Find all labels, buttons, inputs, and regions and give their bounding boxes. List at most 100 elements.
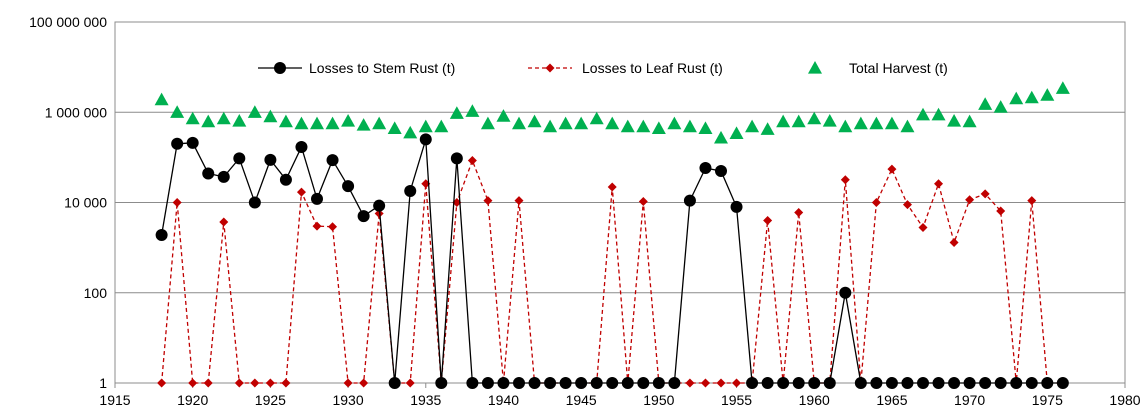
data-point — [682, 119, 697, 133]
data-point — [217, 170, 230, 183]
data-point — [1040, 88, 1055, 101]
data-point — [1027, 196, 1037, 206]
data-point — [683, 194, 696, 207]
data-point — [854, 377, 867, 389]
data-point — [685, 378, 695, 388]
data-point — [900, 119, 915, 133]
data-point — [947, 113, 962, 127]
legend-marker — [274, 62, 286, 74]
data-point — [480, 116, 495, 130]
data-point — [949, 237, 959, 247]
data-point — [311, 192, 323, 205]
data-point — [839, 286, 852, 299]
data-point — [172, 198, 182, 207]
data-point — [449, 106, 464, 119]
data-point — [514, 196, 524, 206]
data-point — [932, 377, 945, 389]
x-tick-label: 1950 — [643, 392, 674, 408]
data-point — [980, 189, 990, 199]
data-point — [605, 116, 620, 130]
data-point — [513, 377, 525, 389]
data-point — [838, 119, 853, 133]
legend-label: Losses to Stem Rust (t) — [309, 60, 455, 76]
data-point — [1024, 90, 1039, 104]
data-point — [638, 197, 648, 207]
legend-item: Total Harvest (t) — [808, 60, 948, 76]
x-tick-label: 1955 — [721, 392, 752, 408]
data-point — [1009, 91, 1024, 105]
data-point — [948, 377, 961, 389]
data-point — [326, 154, 339, 167]
legend-marker — [545, 63, 555, 73]
data-point — [760, 122, 775, 135]
data-point — [931, 107, 946, 121]
data-point — [186, 136, 199, 149]
data-point — [902, 200, 912, 210]
data-point — [219, 217, 229, 227]
data-point — [419, 133, 432, 146]
data-point — [435, 377, 448, 389]
data-point — [993, 100, 1008, 113]
data-point — [667, 116, 682, 130]
x-tick-label: 1915 — [99, 392, 130, 408]
data-point — [296, 187, 306, 197]
data-point — [265, 378, 275, 388]
data-point — [885, 377, 898, 389]
data-point — [979, 377, 992, 389]
data-point — [776, 114, 791, 128]
data-point — [512, 116, 526, 130]
data-point — [312, 221, 322, 231]
data-point — [310, 116, 324, 130]
legend-item: Losses to Leaf Rust (t) — [528, 60, 723, 76]
x-tick-label: 1920 — [177, 392, 208, 408]
data-point — [853, 116, 868, 130]
data-point — [746, 377, 759, 389]
legend: Losses to Stem Rust (t) Losses to Leaf Ru… — [258, 60, 948, 76]
data-point — [388, 377, 401, 389]
data-point — [450, 152, 463, 165]
data-point — [496, 109, 511, 122]
data-point — [465, 104, 480, 117]
data-point — [1055, 81, 1070, 94]
data-point — [234, 378, 244, 388]
data-point — [822, 113, 837, 127]
data-point — [404, 184, 417, 197]
data-point — [527, 114, 542, 128]
data-point — [294, 116, 309, 130]
x-tick-label: 1960 — [799, 392, 830, 408]
data-point — [403, 125, 418, 139]
data-point — [730, 200, 743, 213]
data-point — [869, 116, 884, 130]
data-point — [250, 378, 260, 388]
data-point — [405, 378, 415, 388]
data-point — [715, 164, 727, 177]
data-point — [559, 377, 572, 389]
data-point — [917, 377, 929, 389]
data-point — [637, 377, 650, 389]
x-tick-label: 1970 — [954, 392, 985, 408]
x-tick-label: 1980 — [1109, 392, 1140, 408]
data-point — [201, 114, 216, 128]
data-point — [434, 119, 449, 133]
data-point — [698, 121, 713, 134]
data-point — [994, 377, 1007, 389]
data-point — [732, 378, 742, 388]
data-point — [544, 377, 557, 389]
data-point — [871, 198, 881, 207]
data-point — [264, 153, 277, 166]
data-point — [170, 105, 185, 118]
data-point — [543, 119, 558, 133]
data-point — [341, 113, 356, 127]
data-point — [483, 196, 493, 206]
data-point — [745, 119, 760, 133]
data-point — [155, 229, 168, 242]
axes: 1 100 10 000 1 000 000 100 000 000 1915 1920 19… — [29, 14, 1141, 408]
data-point — [636, 119, 651, 133]
data-point — [962, 114, 977, 128]
data-point — [792, 377, 805, 389]
legend-label: Total Harvest (t) — [849, 60, 948, 76]
x-tick-label: 1965 — [876, 392, 907, 408]
data-point — [606, 377, 619, 389]
